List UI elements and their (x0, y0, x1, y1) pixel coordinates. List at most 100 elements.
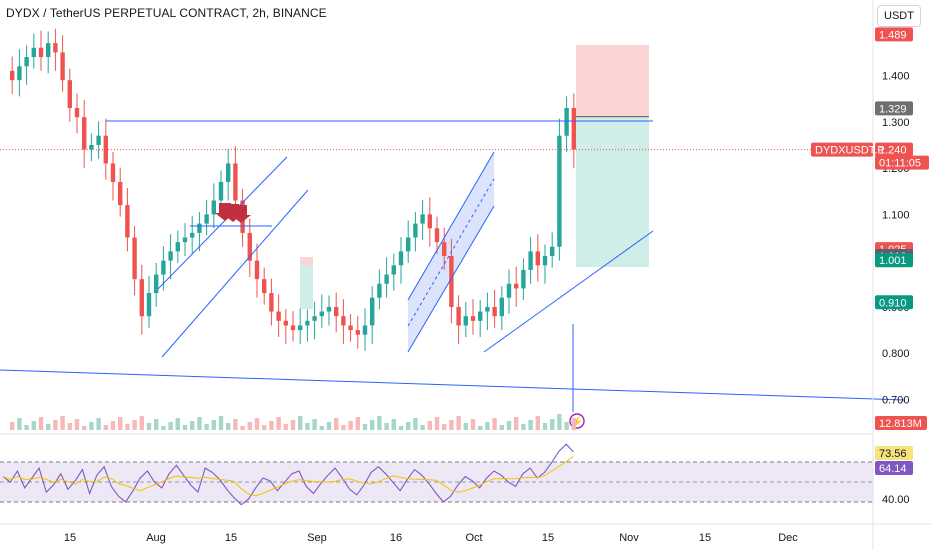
candle (46, 31, 51, 74)
candle (60, 35, 65, 92)
candle-body (470, 316, 476, 321)
candle (290, 311, 296, 342)
candle-body (528, 251, 533, 270)
price-label-text: DYDXUSDT.P (815, 145, 885, 157)
candle (478, 299, 483, 338)
volume-bar (535, 416, 540, 430)
candle (326, 295, 332, 326)
rsi-layer (0, 443, 873, 506)
candle (492, 289, 497, 328)
rsi-value-bg (875, 446, 913, 460)
volume-bar (341, 425, 346, 430)
candle (53, 28, 58, 71)
candle (125, 187, 130, 252)
candle (377, 269, 382, 310)
volume-bar (254, 418, 260, 430)
price-label-bg (875, 101, 913, 116)
candle-body (233, 163, 238, 201)
drawing-layer: ⚡ (0, 120, 906, 429)
volume-bar (391, 419, 396, 430)
candle-body (276, 311, 281, 321)
candle (10, 56, 15, 95)
candle-body (298, 325, 303, 331)
price-label-text: 1.240 (879, 145, 907, 157)
candle-body (463, 316, 468, 326)
price-label: 12.813M (875, 416, 927, 430)
volume-bar (89, 422, 94, 430)
candle-body (168, 251, 173, 261)
volume-bar (456, 416, 461, 430)
chart-title: DYDX / TetherUS PERPETUAL CONTRACT, 2h, … (6, 6, 327, 20)
volume-bar (348, 421, 353, 430)
volume-bar (154, 419, 159, 430)
rsi-value-bg (875, 461, 913, 475)
candle-body (82, 117, 87, 150)
price-label-bg (875, 295, 913, 310)
candle-body (398, 251, 404, 266)
candle (550, 232, 555, 268)
candle (391, 253, 396, 291)
candle (571, 93, 576, 169)
volume-bar (398, 426, 404, 430)
candle (485, 292, 490, 331)
volume-bar (276, 417, 281, 430)
candle (384, 257, 389, 298)
volume-bar (247, 422, 252, 430)
price-label-text: 01:11:05 (879, 158, 921, 170)
candle (182, 223, 188, 257)
candle (348, 313, 353, 342)
x-tick-label: Nov (619, 532, 639, 544)
channel-upper-line (157, 156, 288, 290)
volume-bar (240, 426, 245, 430)
volume-bar (139, 416, 144, 430)
rsi-value-text: 73.56 (879, 448, 907, 460)
candle (442, 227, 447, 270)
candle-body (449, 256, 454, 307)
volume-bar (326, 422, 332, 430)
y-tick-label: 0.800 (882, 348, 910, 360)
candle-body (442, 242, 447, 257)
volume-bar (146, 423, 152, 430)
entry-line (576, 116, 649, 118)
volume-bar (290, 420, 296, 430)
support-trendline (0, 369, 906, 401)
candle-body (485, 306, 490, 312)
price-label-text: 12.813M (879, 418, 922, 430)
volume-bar (492, 418, 497, 430)
volume-bar (370, 420, 375, 430)
candle-body (89, 144, 94, 150)
candle (190, 215, 195, 254)
candle (406, 220, 411, 263)
candle-body (31, 47, 36, 58)
candle (82, 100, 87, 169)
x-tick-label: Oct (465, 532, 482, 544)
candle-body (197, 223, 202, 233)
volume-bar (233, 419, 238, 430)
candle-body (456, 306, 461, 326)
candle (499, 286, 504, 331)
candle-body (60, 52, 65, 81)
currency-button[interactable]: USDT (877, 5, 921, 27)
price-label: 1.240 (875, 142, 913, 157)
candle (24, 45, 29, 85)
retest-box-top (300, 257, 313, 265)
candle (276, 294, 281, 338)
price-label: DYDXUSDT.P (811, 142, 885, 157)
candle (470, 299, 476, 335)
volume-bar (355, 417, 360, 430)
candle-body (204, 214, 209, 224)
candle-body (38, 47, 44, 58)
candle-body (154, 274, 159, 294)
candle-body (427, 214, 432, 229)
candle-body (125, 205, 130, 238)
candle-body (319, 311, 324, 317)
candle (17, 49, 22, 97)
price-label-bg (875, 27, 913, 42)
candle (247, 218, 252, 277)
volume-bar (262, 425, 267, 430)
candle (341, 299, 346, 344)
candle (254, 243, 260, 298)
volume-bar (38, 417, 44, 430)
candle-body (53, 43, 58, 53)
